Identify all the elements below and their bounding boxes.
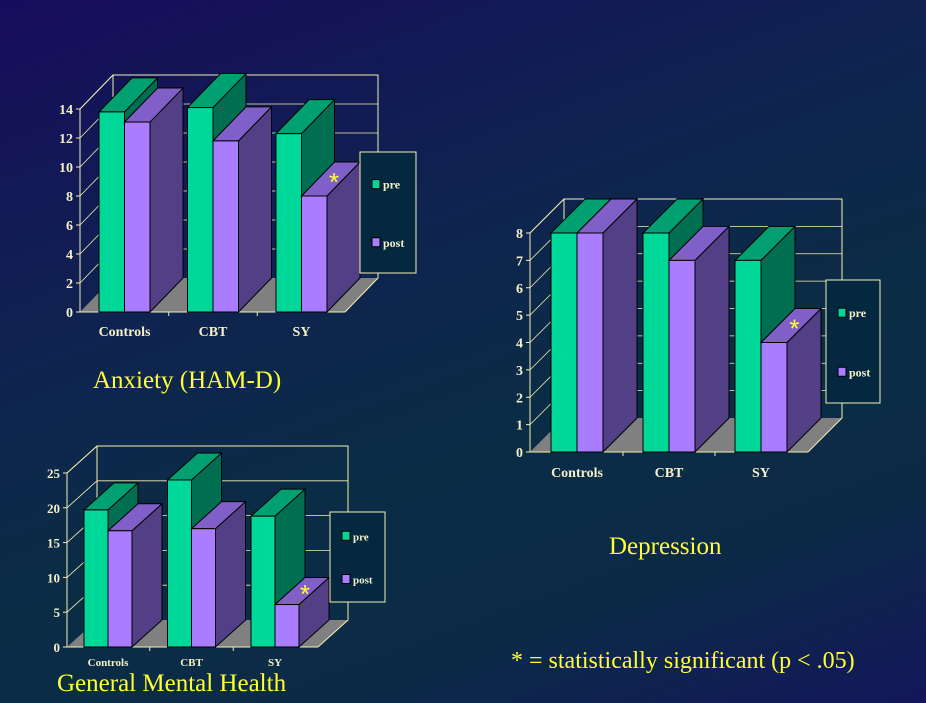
x-tick-label: Controls bbox=[88, 657, 129, 669]
general-mental-health-chart-title: General Mental Health bbox=[57, 670, 287, 697]
legend-label-post: post bbox=[849, 365, 870, 379]
legend-swatch-pre bbox=[837, 307, 847, 318]
y-tick-label: 10 bbox=[59, 161, 73, 176]
bar-front bbox=[98, 111, 125, 313]
gridline-side bbox=[79, 74, 114, 110]
y-tick-label: 0 bbox=[54, 640, 61, 655]
bar-front bbox=[642, 232, 670, 453]
y-tick-label: 10 bbox=[47, 570, 60, 585]
bar-front bbox=[301, 195, 328, 313]
y-tick-label: 2 bbox=[66, 277, 73, 292]
significance-asterisk: * bbox=[300, 579, 310, 609]
y-tick-label: 5 bbox=[54, 605, 61, 620]
bar-front bbox=[167, 479, 192, 648]
legend-swatch-pre bbox=[341, 530, 351, 541]
bar-front bbox=[274, 604, 300, 648]
bar-pre-sy bbox=[249, 488, 307, 649]
legend-swatch-post bbox=[837, 366, 847, 377]
legend-label-post: post bbox=[353, 575, 373, 587]
legend-label-pre: pre bbox=[383, 178, 401, 192]
x-tick-label: SY bbox=[752, 466, 770, 481]
bar-side bbox=[238, 105, 272, 314]
legend-label-post: post bbox=[383, 236, 404, 250]
y-tick-label: 4 bbox=[516, 337, 523, 352]
chart-0: 0 2 4 6 8 10 12 14 Controls CBT SY * pre post bbox=[59, 72, 417, 340]
depression-chart-title: Depression bbox=[609, 533, 722, 560]
gridline-side bbox=[66, 445, 98, 474]
bar-front bbox=[187, 107, 214, 313]
y-tick-label: 15 bbox=[47, 536, 61, 551]
legend-label-pre: pre bbox=[849, 306, 867, 320]
legend-label-pre: pre bbox=[353, 531, 369, 543]
y-tick-label: 20 bbox=[47, 501, 60, 516]
bar-side bbox=[149, 86, 184, 314]
significance-footnote: * = statistically significant (p < .05) bbox=[511, 648, 855, 674]
bar-front bbox=[124, 121, 151, 313]
chart-2: 0 5 10 15 20 25 Controls CBT SY * pre post bbox=[47, 445, 386, 669]
legend-box bbox=[329, 511, 386, 603]
bar-front bbox=[212, 140, 239, 313]
chart-legend: pre post bbox=[825, 279, 881, 404]
bar-post-cbt bbox=[190, 500, 247, 649]
y-tick-label: 4 bbox=[66, 248, 73, 263]
y-tick-label: 7 bbox=[516, 254, 523, 269]
x-tick-label: CBT bbox=[180, 657, 203, 669]
chart-legend: pre post bbox=[329, 511, 386, 603]
y-tick-label: 25 bbox=[47, 466, 61, 481]
bar-post-sy bbox=[273, 576, 331, 649]
legend-box bbox=[825, 279, 881, 404]
y-tick-label: 8 bbox=[516, 227, 523, 242]
y-tick-label: 1 bbox=[516, 419, 523, 434]
y-tick-label: 8 bbox=[66, 190, 73, 205]
bar-front bbox=[668, 259, 696, 453]
y-tick-label: 0 bbox=[66, 306, 73, 321]
y-tick-label: 0 bbox=[516, 446, 523, 461]
y-tick-label: 2 bbox=[516, 391, 523, 406]
y-tick-label: 5 bbox=[516, 309, 523, 324]
bar-front bbox=[734, 259, 762, 453]
bar-front bbox=[250, 515, 276, 648]
x-tick-label: CBT bbox=[655, 466, 684, 481]
bar-post-cbt bbox=[667, 225, 731, 454]
bar-front bbox=[550, 232, 578, 453]
x-tick-label: Controls bbox=[99, 325, 151, 340]
y-tick-label: 3 bbox=[516, 364, 523, 379]
chart-1: 0 1 2 3 4 5 6 7 8 Controls CBT SY * pre post bbox=[516, 197, 881, 481]
legend-box bbox=[359, 151, 417, 274]
bar-post-sy bbox=[300, 160, 362, 314]
bar-front bbox=[107, 530, 133, 648]
significance-asterisk: * bbox=[329, 167, 339, 197]
bar-front bbox=[275, 133, 302, 313]
x-tick-label: Controls bbox=[551, 466, 603, 481]
y-tick-label: 6 bbox=[516, 282, 523, 297]
bar-front bbox=[760, 342, 788, 453]
y-tick-label: 12 bbox=[59, 132, 73, 147]
legend-swatch-post bbox=[341, 574, 351, 584]
legend-swatch-pre bbox=[371, 179, 381, 190]
gridline-side bbox=[66, 480, 98, 509]
bar-front bbox=[191, 528, 216, 648]
bar-post-controls bbox=[106, 502, 164, 649]
bar-front bbox=[83, 509, 109, 648]
bar-side bbox=[694, 225, 730, 454]
x-tick-label: SY bbox=[268, 657, 282, 669]
bar-post-cbt bbox=[211, 105, 273, 314]
bar-front bbox=[576, 232, 604, 453]
anxiety-chart-title: Anxiety (HAM-D) bbox=[93, 367, 282, 394]
y-tick-label: 14 bbox=[59, 103, 73, 118]
chart-legend: pre post bbox=[359, 151, 417, 274]
bar-post-controls bbox=[123, 86, 185, 314]
bar-post-sy bbox=[759, 307, 823, 454]
x-tick-label: SY bbox=[293, 325, 311, 340]
bar-side bbox=[602, 197, 638, 454]
significance-asterisk: * bbox=[789, 314, 799, 344]
gridline-side bbox=[529, 198, 565, 234]
x-tick-label: CBT bbox=[199, 325, 228, 340]
bar-post-controls bbox=[575, 197, 639, 454]
y-tick-label: 6 bbox=[66, 219, 73, 234]
legend-swatch-post bbox=[371, 237, 381, 248]
